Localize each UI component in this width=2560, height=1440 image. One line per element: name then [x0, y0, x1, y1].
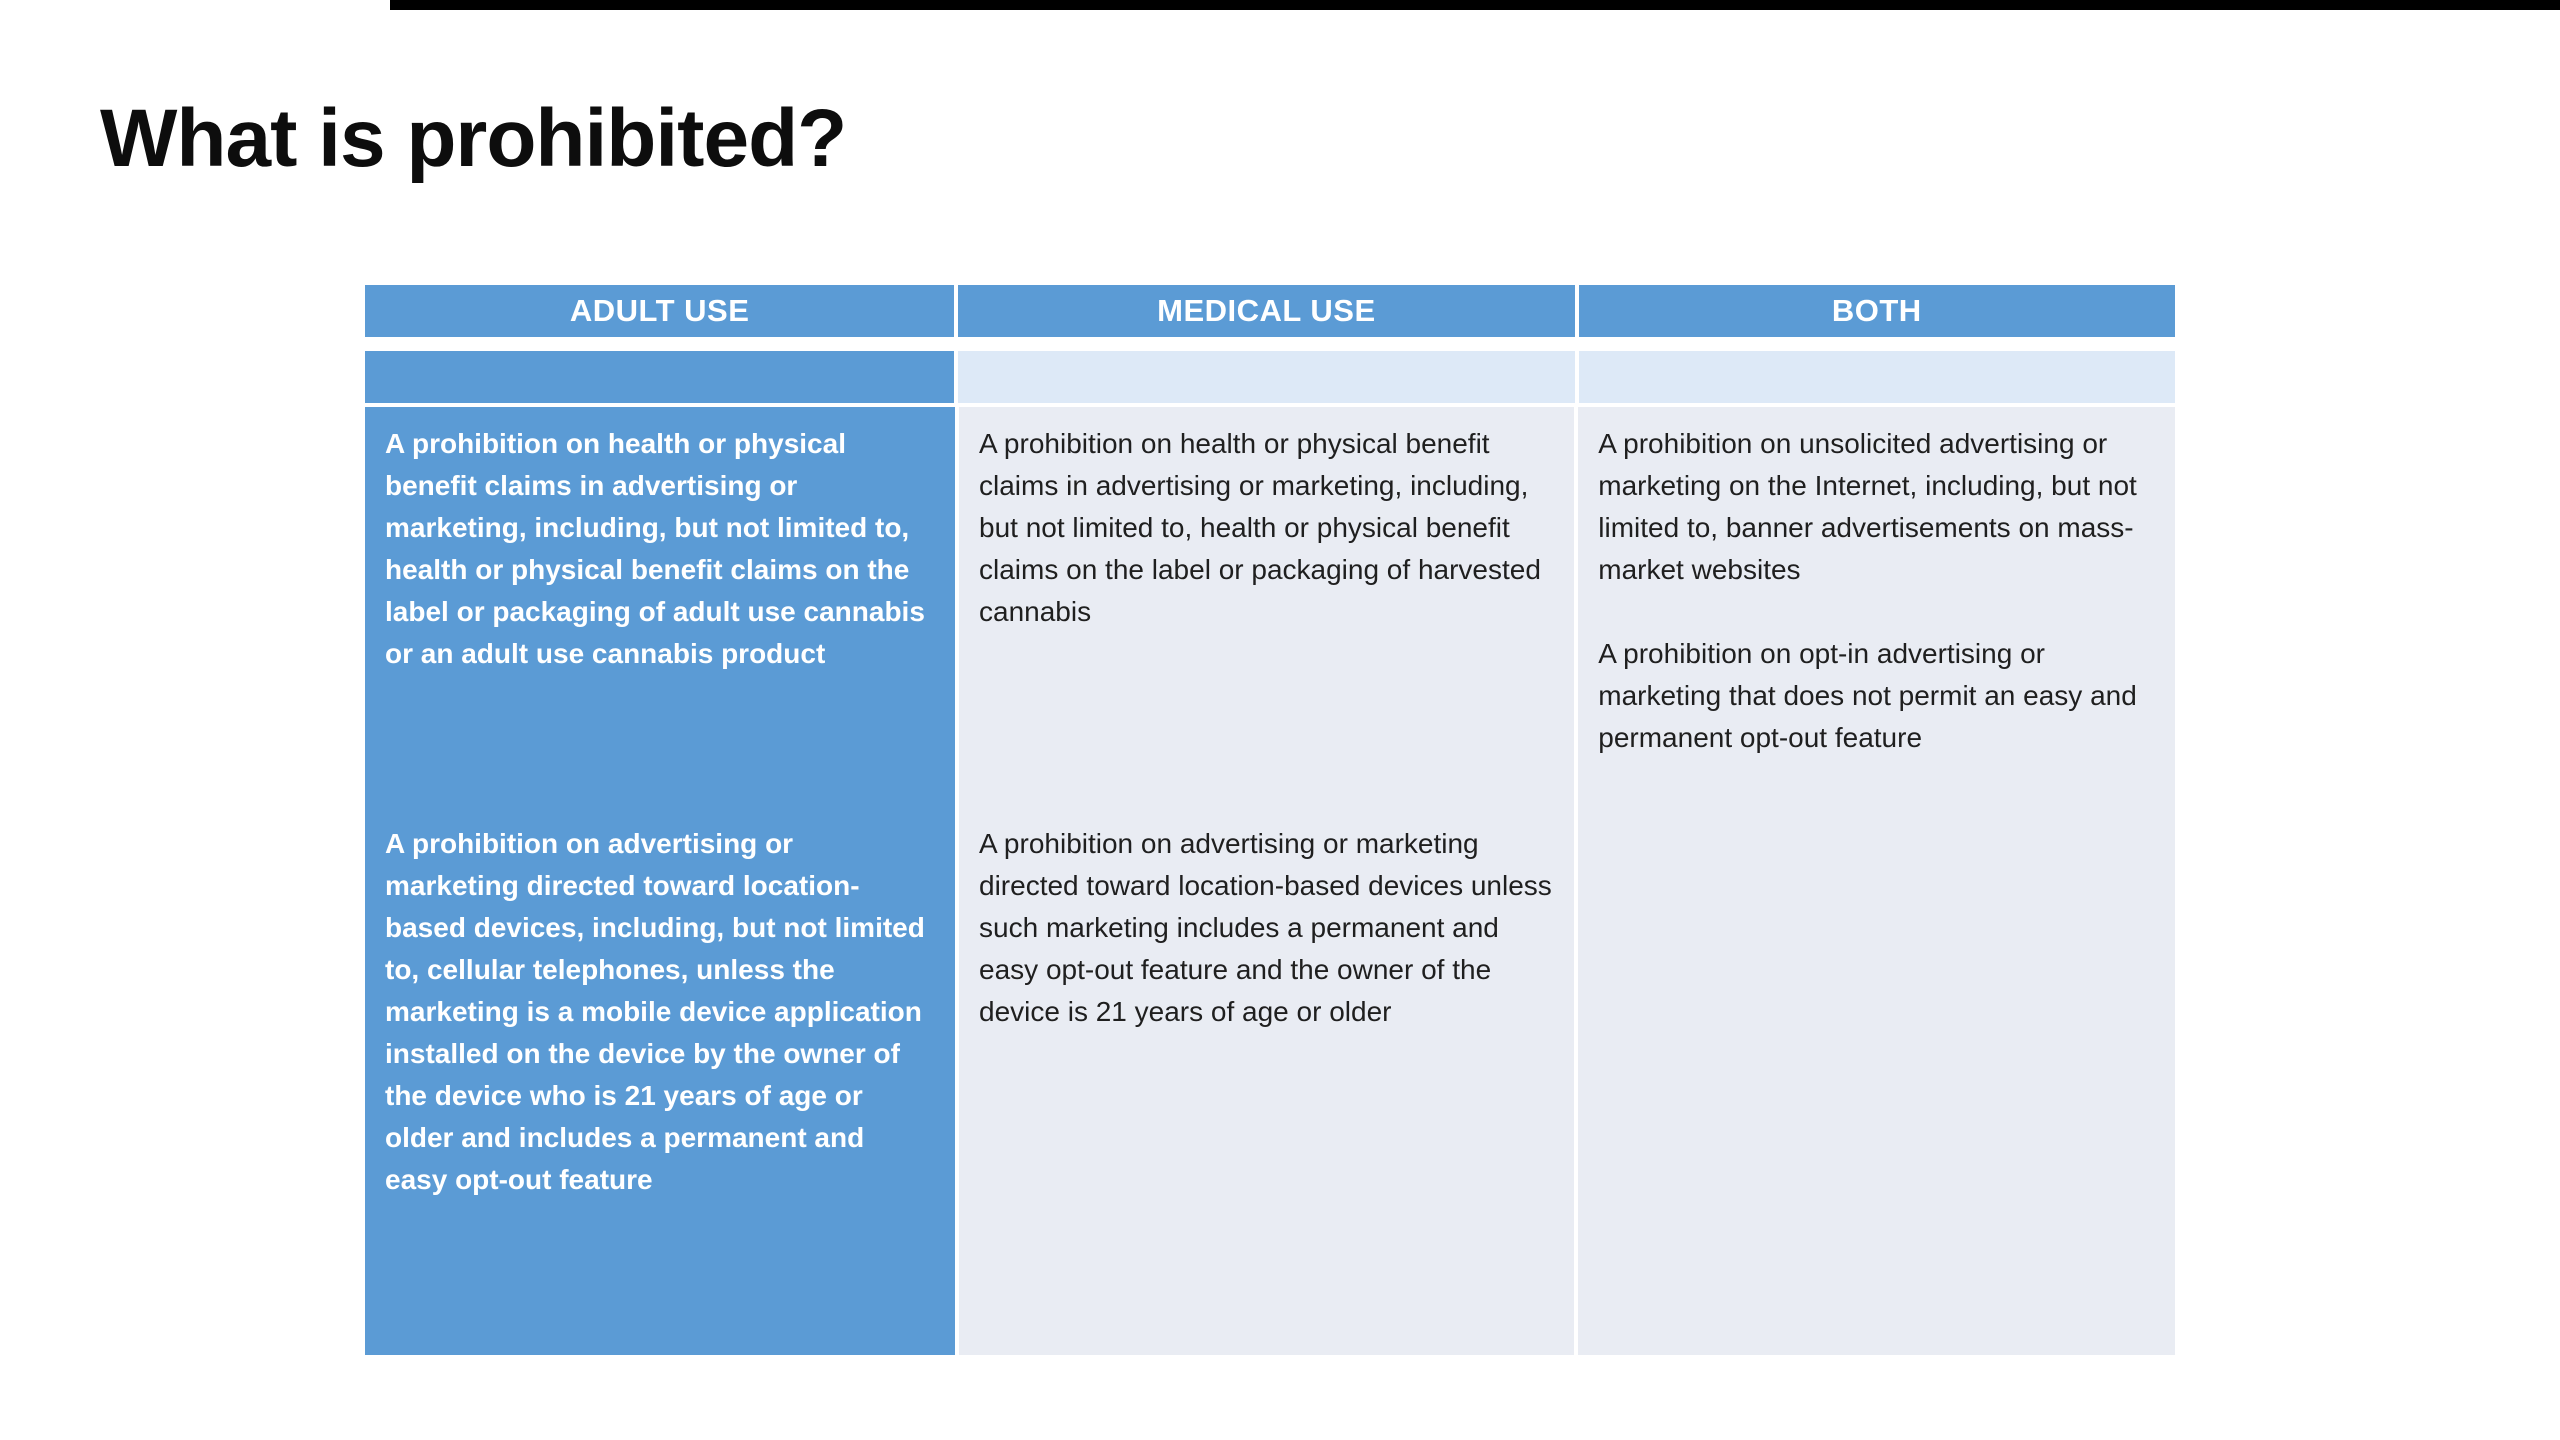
band-cell-medical — [958, 351, 1575, 403]
top-border — [390, 0, 2560, 10]
table-cell-medical-row2: A prohibition on advertising or marketin… — [959, 807, 1575, 1355]
cell-text: A prohibition on unsolicited advertising… — [1598, 428, 2137, 585]
table-content-row-2: A prohibition on advertising or marketin… — [365, 807, 2175, 1355]
column-header-adult-use: ADULT USE — [365, 285, 955, 337]
table-cell-medical-row1: A prohibition on health or physical bene… — [959, 407, 1575, 807]
table-cell-adult-row2: A prohibition on advertising or marketin… — [365, 807, 956, 1355]
cell-text: A prohibition on health or physical bene… — [979, 428, 1541, 627]
column-header-both: BOTH — [1578, 285, 2175, 337]
cell-text: A prohibition on opt-in advertising or m… — [1598, 638, 2137, 753]
cell-text: A prohibition on advertising or marketin… — [979, 828, 1552, 1027]
band-cell-adult — [365, 351, 955, 403]
cell-text: A prohibition on advertising or marketin… — [385, 828, 925, 1195]
band-cell-both — [1578, 351, 2175, 403]
table-cell-adult-row1: A prohibition on health or physical bene… — [365, 407, 956, 807]
page-title: What is prohibited? — [100, 93, 847, 184]
cell-text: A prohibition on health or physical bene… — [385, 428, 925, 669]
table-content-row-1: A prohibition on health or physical bene… — [365, 407, 2175, 807]
table-cell-both-row1: A prohibition on unsolicited advertising… — [1578, 407, 2175, 807]
table-header-row: ADULT USE MEDICAL USE BOTH — [365, 285, 2175, 337]
table-cell-both-row2 — [1578, 807, 2175, 1355]
prohibitions-table: ADULT USE MEDICAL USE BOTH A prohibition… — [365, 285, 2175, 1355]
column-header-medical-use: MEDICAL USE — [958, 285, 1575, 337]
table-band-row — [365, 351, 2175, 403]
